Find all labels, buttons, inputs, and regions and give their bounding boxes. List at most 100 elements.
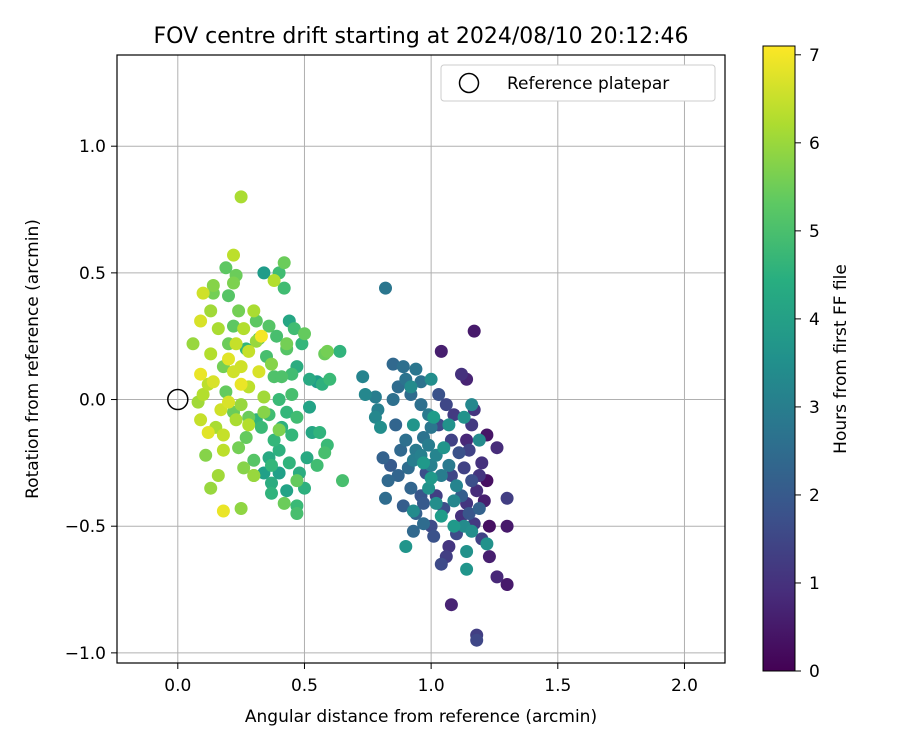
scatter-point xyxy=(282,456,296,470)
scatter-point xyxy=(500,491,514,505)
legend-box xyxy=(440,64,716,102)
scatter-point xyxy=(206,279,220,292)
scatter-point xyxy=(389,418,403,432)
scatter-point xyxy=(368,410,382,424)
scatter-point xyxy=(439,398,453,412)
scatter-point xyxy=(490,441,504,455)
scatter-point xyxy=(211,322,225,336)
scatter-point xyxy=(204,304,218,318)
scatter-point xyxy=(379,491,392,505)
scatter-point xyxy=(460,562,474,576)
scatter-point xyxy=(199,448,213,462)
scatter-point xyxy=(442,540,456,553)
y-tick-label: 0.5 xyxy=(79,264,106,284)
reference-marker xyxy=(167,388,189,411)
y-tick-label: 0.0 xyxy=(79,391,106,411)
scatter-point xyxy=(470,484,484,498)
scatter-point xyxy=(336,474,349,488)
scatter-point xyxy=(257,390,271,404)
scatter-point xyxy=(303,400,316,414)
scatter-point xyxy=(394,443,408,457)
scatter-point xyxy=(374,420,387,434)
scatter-point xyxy=(480,537,494,551)
colorbar-gradient xyxy=(762,45,796,672)
chart-title: FOV centre drift starting at 2024/08/10 … xyxy=(154,24,689,49)
scatter-point xyxy=(318,446,332,460)
scatter-point xyxy=(434,469,448,482)
legend: Reference platepar xyxy=(440,64,716,102)
scatter-point xyxy=(386,357,400,371)
scatter-point xyxy=(267,433,281,447)
scatter-point xyxy=(470,633,484,647)
scatter-point xyxy=(444,598,458,612)
scatter-point xyxy=(472,433,486,447)
scatter-point xyxy=(447,519,461,533)
scatter-point xyxy=(227,319,240,333)
scatter-point xyxy=(265,458,278,472)
x-axis-ticks: 0.0 0.5 1.0 1.5 2.0 xyxy=(164,663,698,696)
colorbar-tick-label: 0 xyxy=(809,662,820,682)
scatter-point xyxy=(219,261,233,275)
colorbar-tick-label: 3 xyxy=(809,398,820,418)
scatter-point xyxy=(249,314,263,328)
scatter-point xyxy=(386,393,400,406)
scatter-point xyxy=(270,329,284,343)
scatter-point xyxy=(277,496,291,510)
scatter-point xyxy=(280,405,294,419)
scatter-point xyxy=(356,370,370,384)
scatter-point xyxy=(414,398,428,412)
scatter-point xyxy=(442,458,456,472)
scatter-point xyxy=(285,428,299,442)
scatter-point xyxy=(417,456,430,470)
scatter-point xyxy=(290,507,304,520)
scatter-point xyxy=(290,410,304,424)
scatter-point xyxy=(500,578,514,591)
scatter-point xyxy=(295,337,309,351)
scatter-point xyxy=(222,289,235,303)
scatter-point xyxy=(285,367,299,381)
scatter-point xyxy=(424,420,438,434)
scatter-point xyxy=(323,372,337,386)
scatter-point xyxy=(272,393,286,406)
colorbar-tick-label: 2 xyxy=(809,486,820,506)
scatter-point xyxy=(247,304,261,318)
scatter-point xyxy=(414,375,428,389)
scatter-point xyxy=(358,388,372,401)
scatter-point xyxy=(500,519,514,533)
scatter-point xyxy=(333,344,347,358)
scatter-point xyxy=(404,481,418,495)
scatter-point xyxy=(272,443,286,457)
scatter-point xyxy=(406,524,420,538)
scatter-point xyxy=(424,471,438,485)
x-tick-label: 1.5 xyxy=(544,676,571,696)
scatter-point xyxy=(206,375,220,389)
scatter-point xyxy=(265,357,278,371)
x-tick-label: 1.0 xyxy=(418,676,445,696)
scatter-point xyxy=(275,370,289,384)
scatter-point xyxy=(234,377,248,391)
x-tick-label: 0.0 xyxy=(164,676,191,696)
scatter-point xyxy=(247,453,261,467)
scatter-point xyxy=(406,504,420,518)
scatter-point xyxy=(194,314,208,328)
scatter-point xyxy=(298,327,311,341)
scatter-point xyxy=(399,433,413,447)
colorbar: 0 1 2 3 4 5 6 7 Hours from first FF file xyxy=(762,45,851,682)
scatter-point xyxy=(232,441,246,455)
scatter-point xyxy=(262,319,276,333)
scatter-point xyxy=(257,405,271,419)
scatter-point xyxy=(234,398,248,412)
scatter-point xyxy=(242,418,256,432)
scatter-point xyxy=(422,438,436,452)
scatter-point xyxy=(462,443,476,457)
colorbar-tick-label: 6 xyxy=(809,134,820,154)
legend-marker xyxy=(458,72,480,94)
scatter-point xyxy=(257,266,271,280)
colorbar-ticks: 0 1 2 3 4 5 6 7 xyxy=(795,46,820,682)
scatter-point xyxy=(320,344,334,358)
scatter-point xyxy=(447,494,461,508)
colorbar-tick-label: 7 xyxy=(809,46,820,66)
scatter-point xyxy=(265,486,278,500)
scatter-point xyxy=(465,524,479,538)
x-tick-label: 0.5 xyxy=(291,676,318,696)
